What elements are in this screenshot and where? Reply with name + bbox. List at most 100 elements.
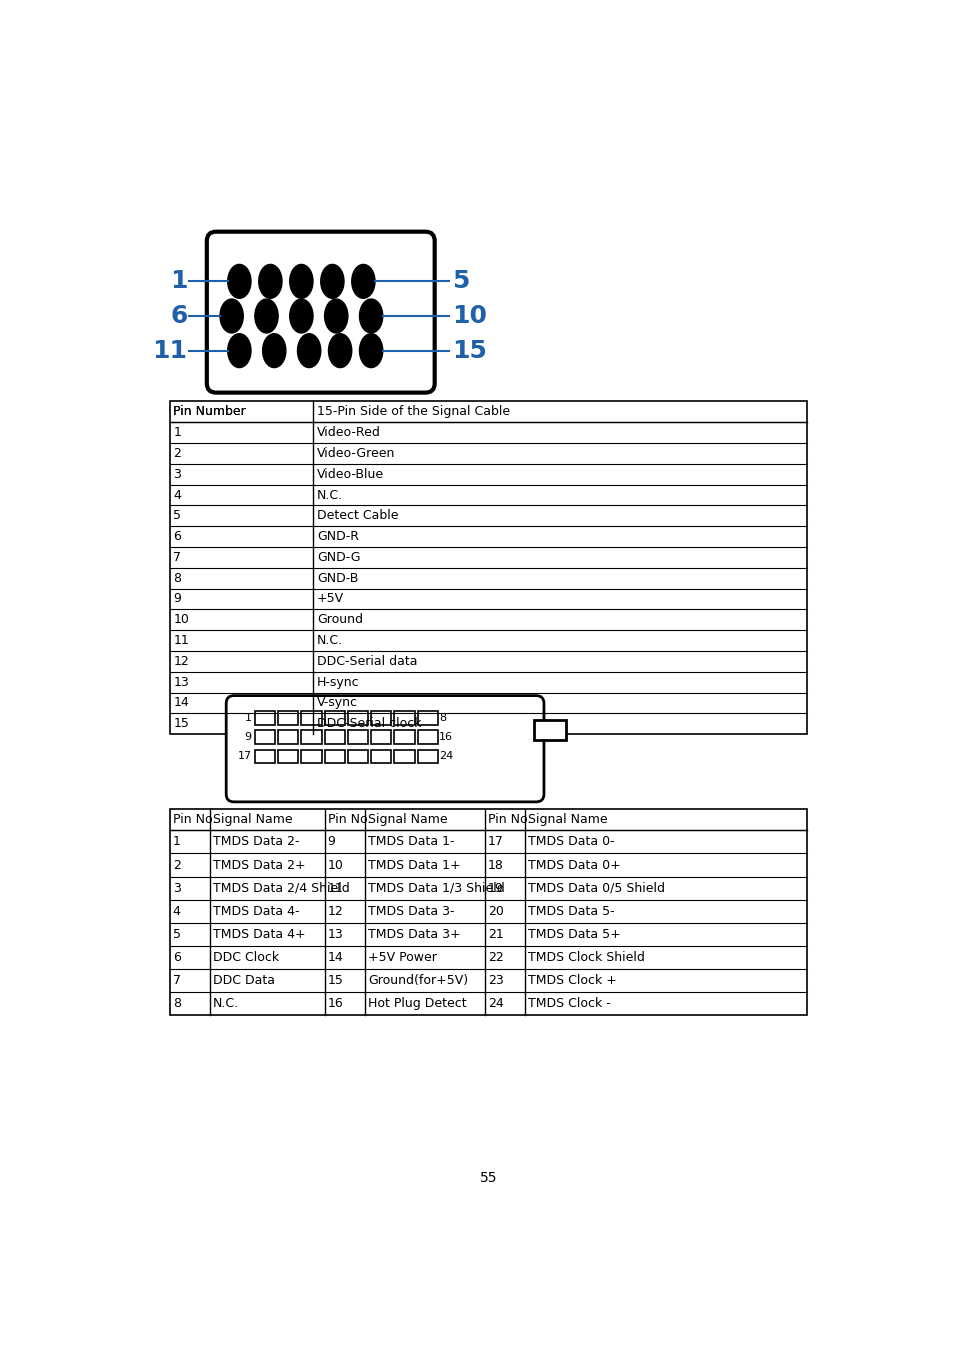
Ellipse shape <box>228 333 251 367</box>
Text: DDC-Serial data: DDC-Serial data <box>316 655 416 668</box>
Bar <box>394 711 415 725</box>
Text: Pin No.: Pin No. <box>172 813 216 826</box>
Ellipse shape <box>290 265 313 298</box>
Text: Signal Name: Signal Name <box>368 813 447 826</box>
Text: TMDS Data 5-: TMDS Data 5- <box>528 904 615 918</box>
Text: 8: 8 <box>173 571 181 585</box>
Bar <box>394 749 415 763</box>
Text: 3: 3 <box>172 882 180 895</box>
Bar <box>278 730 298 744</box>
Text: Pin No.: Pin No. <box>328 813 371 826</box>
Text: 8: 8 <box>439 713 446 724</box>
Text: 16: 16 <box>328 998 343 1010</box>
Ellipse shape <box>359 300 382 333</box>
Text: TMDS Data 1-: TMDS Data 1- <box>368 836 454 848</box>
Text: N.C.: N.C. <box>316 634 343 647</box>
Text: 1: 1 <box>173 427 181 439</box>
Text: Video-Blue: Video-Blue <box>316 467 384 481</box>
Text: 6: 6 <box>173 531 181 543</box>
Text: 17: 17 <box>237 752 252 761</box>
Text: DDC Clock: DDC Clock <box>213 950 279 964</box>
Text: Video-Green: Video-Green <box>316 447 395 460</box>
Text: 7: 7 <box>173 551 181 564</box>
Text: 5: 5 <box>173 509 181 522</box>
Text: 4: 4 <box>172 904 180 918</box>
Bar <box>371 711 391 725</box>
Text: 22: 22 <box>488 950 503 964</box>
Text: 10: 10 <box>173 613 190 626</box>
Text: N.C.: N.C. <box>316 489 343 502</box>
Text: TMDS Clock -: TMDS Clock - <box>528 998 611 1010</box>
Text: 20: 20 <box>488 904 503 918</box>
Text: 13: 13 <box>173 675 189 688</box>
Bar <box>278 711 298 725</box>
Bar <box>170 401 806 734</box>
Text: +5V: +5V <box>316 593 344 605</box>
Bar <box>301 711 321 725</box>
Text: N.C.: N.C. <box>213 998 239 1010</box>
Ellipse shape <box>352 265 375 298</box>
Text: 2: 2 <box>173 447 181 460</box>
Text: 15: 15 <box>173 717 190 730</box>
Text: 6: 6 <box>172 950 180 964</box>
Ellipse shape <box>220 300 243 333</box>
Text: 14: 14 <box>328 950 343 964</box>
Ellipse shape <box>228 265 251 298</box>
Text: +5V Power: +5V Power <box>368 950 436 964</box>
Text: TMDS Data 2/4 Shield: TMDS Data 2/4 Shield <box>213 882 350 895</box>
Text: V-sync: V-sync <box>316 697 357 710</box>
Text: TMDS Data 0-: TMDS Data 0- <box>528 836 615 848</box>
Text: 2: 2 <box>172 859 180 872</box>
Text: 11: 11 <box>173 634 189 647</box>
Text: 15: 15 <box>452 339 487 363</box>
Bar <box>254 730 274 744</box>
Text: 13: 13 <box>328 927 343 941</box>
Text: 11: 11 <box>152 339 187 363</box>
Text: 15: 15 <box>328 973 343 987</box>
Text: 24: 24 <box>439 752 453 761</box>
Text: Signal Name: Signal Name <box>213 813 293 826</box>
Text: TMDS Clock +: TMDS Clock + <box>528 973 617 987</box>
Ellipse shape <box>297 333 320 367</box>
Text: TMDS Data 1/3 Shield: TMDS Data 1/3 Shield <box>368 882 504 895</box>
Text: 10: 10 <box>328 859 343 872</box>
Text: 8: 8 <box>172 998 180 1010</box>
Bar <box>348 730 368 744</box>
Text: 1: 1 <box>172 836 180 848</box>
Ellipse shape <box>254 300 278 333</box>
Text: 15-Pin Side of the Signal Cable: 15-Pin Side of the Signal Cable <box>316 405 510 418</box>
Ellipse shape <box>320 265 344 298</box>
Bar <box>301 749 321 763</box>
Text: Signal Name: Signal Name <box>528 813 607 826</box>
Bar <box>417 749 437 763</box>
FancyBboxPatch shape <box>207 232 435 393</box>
Bar <box>348 711 368 725</box>
Text: 7: 7 <box>172 973 180 987</box>
Bar <box>278 749 298 763</box>
Text: 12: 12 <box>328 904 343 918</box>
Text: 3: 3 <box>173 467 181 481</box>
Bar <box>534 721 566 740</box>
Text: 55: 55 <box>479 1172 497 1185</box>
Text: 14: 14 <box>173 697 189 710</box>
Bar <box>417 711 437 725</box>
Ellipse shape <box>262 333 286 367</box>
Text: TMDS Clock Shield: TMDS Clock Shield <box>528 950 644 964</box>
Text: TMDS Data 3-: TMDS Data 3- <box>368 904 454 918</box>
Text: 5: 5 <box>452 270 470 293</box>
Text: 24: 24 <box>488 998 503 1010</box>
Text: 10: 10 <box>452 304 487 328</box>
Text: TMDS Data 4-: TMDS Data 4- <box>213 904 299 918</box>
Bar <box>324 749 344 763</box>
Bar <box>348 749 368 763</box>
Text: Ground: Ground <box>316 613 362 626</box>
Text: TMDS Data 4+: TMDS Data 4+ <box>213 927 305 941</box>
Text: 6: 6 <box>170 304 187 328</box>
Ellipse shape <box>290 300 313 333</box>
Text: 23: 23 <box>488 973 503 987</box>
Text: 1: 1 <box>245 713 252 724</box>
Text: TMDS Data 2-: TMDS Data 2- <box>213 836 299 848</box>
Bar <box>254 749 274 763</box>
Bar <box>324 711 344 725</box>
Text: Hot Plug Detect: Hot Plug Detect <box>368 998 466 1010</box>
